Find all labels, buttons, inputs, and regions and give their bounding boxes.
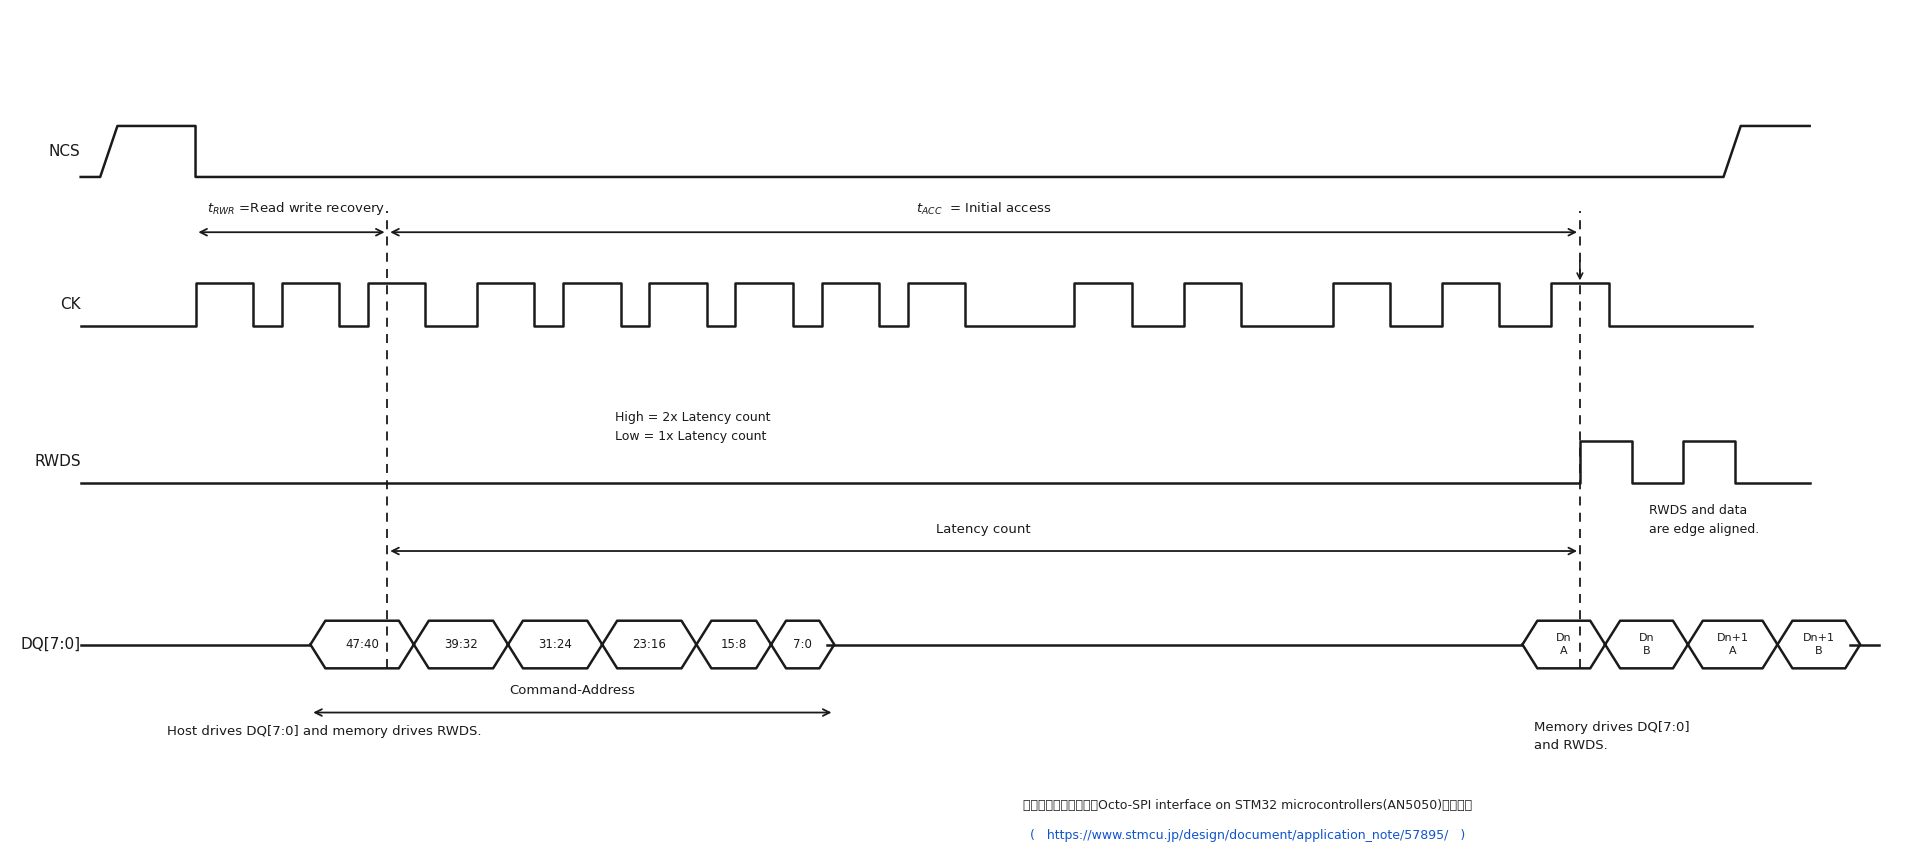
Text: 47:40: 47:40: [346, 638, 378, 651]
Text: Dn+1
B: Dn+1 B: [1803, 633, 1836, 656]
Text: Command-Address: Command-Address: [509, 684, 636, 697]
Text: CK: CK: [60, 297, 81, 312]
Text: 23:16: 23:16: [632, 638, 666, 651]
Text: Memory drives DQ[7:0]
and RWDS.: Memory drives DQ[7:0] and RWDS.: [1534, 721, 1690, 752]
Text: $t_{ACC}$  = Initial access: $t_{ACC}$ = Initial access: [916, 200, 1052, 217]
Text: 31:24: 31:24: [538, 638, 572, 651]
Text: $t_{RWR}$ =Read write recovery: $t_{RWR}$ =Read write recovery: [207, 200, 386, 217]
Text: RWDS: RWDS: [35, 454, 81, 469]
Text: Host drives DQ[7:0] and memory drives RWDS.: Host drives DQ[7:0] and memory drives RW…: [167, 725, 482, 739]
Text: DQ[7:0]: DQ[7:0]: [21, 637, 81, 652]
Text: (   https://www.stmcu.jp/design/document/application_note/57895/   ): ( https://www.stmcu.jp/design/document/a…: [1031, 829, 1465, 842]
Text: アプリケーションノーOcto-SPI interface on STM32 microcontrollers(AN5050)から抜粋: アプリケーションノーOcto-SPI interface on STM32 mi…: [1023, 799, 1473, 812]
Text: Latency count: Latency count: [937, 523, 1031, 536]
Text: 39:32: 39:32: [444, 638, 478, 651]
Text: Dn+1
A: Dn+1 A: [1716, 633, 1749, 656]
Text: 15:8: 15:8: [720, 638, 747, 651]
Text: Dn
A: Dn A: [1555, 633, 1572, 656]
Text: 7:0: 7:0: [793, 638, 812, 651]
Text: High = 2x Latency count
Low = 1x Latency count: High = 2x Latency count Low = 1x Latency…: [614, 410, 770, 442]
Text: Dn
B: Dn B: [1638, 633, 1655, 656]
Text: RWDS and data
are edge aligned.: RWDS and data are edge aligned.: [1649, 505, 1759, 537]
Text: NCS: NCS: [48, 144, 81, 159]
